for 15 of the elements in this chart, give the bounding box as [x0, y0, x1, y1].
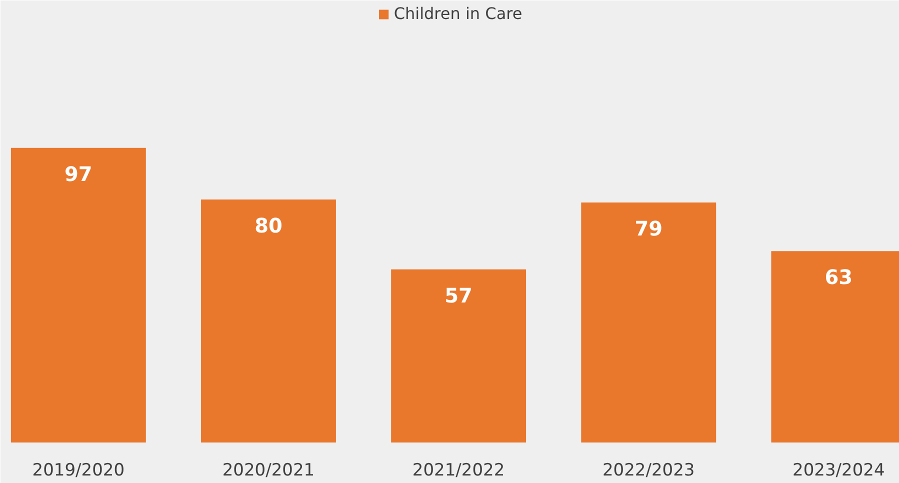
data-label: 63 — [824, 265, 853, 290]
data-label: 97 — [64, 162, 92, 186]
bar — [10, 148, 146, 442]
x-tick-label: 2020/2021 — [222, 460, 315, 480]
legend-label: Children in Care — [394, 4, 522, 23]
x-tick-label: 2023/2024 — [792, 460, 885, 480]
x-tick-label: 2021/2022 — [412, 460, 505, 480]
data-label: 79 — [634, 216, 663, 241]
bar — [581, 202, 716, 442]
x-tick-label: 2022/2023 — [602, 460, 695, 480]
data-label: 57 — [444, 283, 472, 308]
data-label: 80 — [254, 213, 282, 238]
bar — [201, 199, 336, 442]
bar — [391, 269, 526, 442]
x-tick-label: 2019/2020 — [32, 460, 125, 480]
